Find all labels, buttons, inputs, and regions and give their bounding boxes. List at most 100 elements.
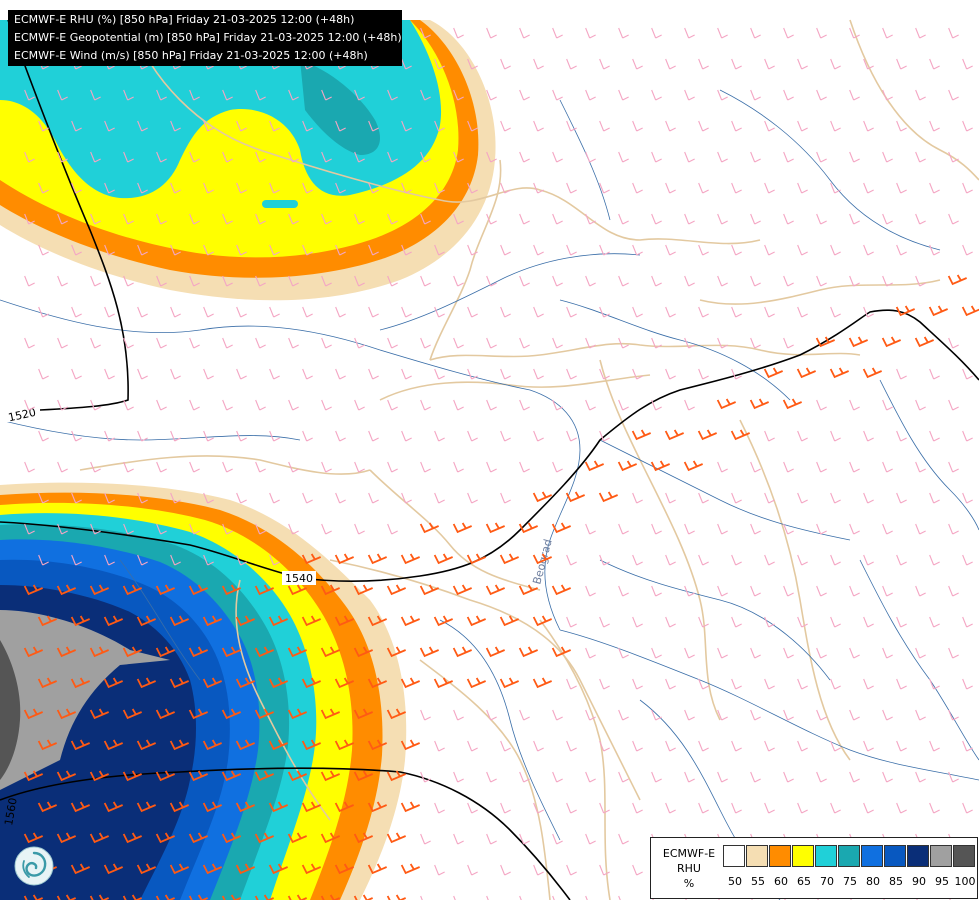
wind-barb bbox=[236, 182, 247, 194]
wind-barb bbox=[420, 709, 431, 721]
wind-barb bbox=[698, 182, 709, 194]
wind-barb bbox=[665, 58, 676, 70]
wind-barb bbox=[156, 89, 167, 101]
wind-barb bbox=[467, 740, 478, 752]
wind-barb bbox=[684, 647, 695, 659]
wind-barb bbox=[552, 833, 563, 845]
wind-barb bbox=[849, 89, 860, 101]
wind-barb bbox=[519, 399, 530, 411]
wind-barb bbox=[830, 58, 841, 70]
rhu-legend: ECMWF-E RHU % 50 55 60 65 70 75 80 85 90 95 100 bbox=[650, 837, 978, 899]
humidity-southwest-area bbox=[0, 482, 407, 900]
wind-barb bbox=[717, 709, 728, 721]
wind-barb bbox=[863, 244, 874, 256]
wind-barb bbox=[896, 616, 907, 628]
wind-barb bbox=[354, 461, 365, 473]
wind-barb bbox=[948, 89, 959, 101]
wind-barb bbox=[137, 306, 148, 318]
wind-barb bbox=[863, 120, 874, 132]
wind-barb bbox=[155, 832, 175, 844]
wind-barb bbox=[585, 523, 596, 535]
wind-barb bbox=[321, 151, 332, 163]
wind-barb bbox=[169, 739, 189, 751]
wind-barb bbox=[632, 802, 643, 814]
wind-barb bbox=[929, 616, 940, 628]
wind-barb bbox=[731, 368, 742, 380]
wind-barb bbox=[122, 894, 142, 900]
wind-barb bbox=[367, 677, 387, 689]
wind-barb bbox=[552, 709, 563, 721]
wind-barb bbox=[684, 399, 695, 411]
wind-barb bbox=[401, 368, 412, 380]
wind-barb bbox=[453, 89, 464, 101]
wind-barb bbox=[466, 553, 486, 565]
wind-barb bbox=[632, 306, 643, 318]
wind-barb bbox=[651, 89, 662, 101]
wind-barb bbox=[928, 305, 948, 317]
wind-barb bbox=[797, 182, 808, 194]
wind-barb bbox=[156, 151, 167, 163]
wind-barb bbox=[599, 368, 610, 380]
wind-barb bbox=[71, 120, 82, 132]
wind-barb bbox=[320, 646, 340, 658]
wind-barb bbox=[189, 275, 200, 287]
wind-barb bbox=[698, 554, 709, 566]
wind-barb bbox=[585, 399, 596, 411]
wind-barb bbox=[915, 647, 926, 659]
wind-barb bbox=[268, 677, 288, 689]
wind-barb bbox=[202, 677, 222, 689]
wind-barb bbox=[189, 523, 200, 535]
wind-barb bbox=[368, 368, 379, 380]
wind-barb bbox=[236, 306, 247, 318]
wind-barb bbox=[717, 523, 728, 535]
wind-barb bbox=[585, 771, 596, 783]
wind-barb bbox=[170, 554, 181, 566]
wind-barb bbox=[500, 740, 511, 752]
wind-barb bbox=[750, 647, 761, 659]
wind-barb bbox=[287, 894, 307, 900]
wind-barb bbox=[269, 120, 280, 132]
legend-swatches bbox=[723, 845, 976, 867]
wind-barb bbox=[618, 399, 629, 411]
wind-barb bbox=[764, 430, 775, 442]
wind-barb bbox=[203, 182, 214, 194]
ecmwf-swirl-icon bbox=[14, 846, 54, 886]
wind-barb bbox=[401, 430, 412, 442]
wind-barb bbox=[103, 615, 123, 627]
wind-barb bbox=[386, 708, 406, 720]
wind-barb bbox=[302, 244, 313, 256]
wind-barb bbox=[71, 554, 82, 566]
wind-barb bbox=[170, 306, 181, 318]
wind-barb bbox=[453, 771, 464, 783]
wind-barb bbox=[302, 120, 313, 132]
wind-barb bbox=[434, 306, 445, 318]
wind-barb bbox=[552, 771, 563, 783]
wind-barb bbox=[863, 802, 874, 814]
wind-barb bbox=[665, 554, 676, 566]
wind-barb bbox=[915, 275, 926, 287]
wind-barb bbox=[221, 646, 241, 658]
legend-tick-label: 95 bbox=[935, 875, 949, 888]
wind-barb bbox=[400, 615, 420, 627]
wind-barb bbox=[698, 368, 709, 380]
wind-barb bbox=[665, 306, 676, 318]
wind-barb bbox=[287, 708, 307, 720]
wind-barb bbox=[915, 771, 926, 783]
wind-barb bbox=[236, 554, 247, 566]
wind-barb bbox=[70, 615, 90, 627]
wind-barb bbox=[56, 708, 76, 720]
wind-barb bbox=[717, 27, 728, 39]
wind-barb bbox=[849, 585, 860, 597]
wind-barb bbox=[651, 647, 662, 659]
wind-barb bbox=[698, 802, 709, 814]
wind-barb bbox=[156, 523, 167, 535]
wind-barb bbox=[321, 461, 332, 473]
wind-barb bbox=[254, 646, 274, 658]
wind-barb bbox=[170, 182, 181, 194]
wind-barb bbox=[599, 430, 610, 442]
wind-barb bbox=[137, 244, 148, 256]
wind-barb bbox=[301, 677, 321, 689]
wind-barb bbox=[618, 275, 629, 287]
wind-barb bbox=[783, 585, 794, 597]
wind-barb bbox=[948, 399, 959, 411]
